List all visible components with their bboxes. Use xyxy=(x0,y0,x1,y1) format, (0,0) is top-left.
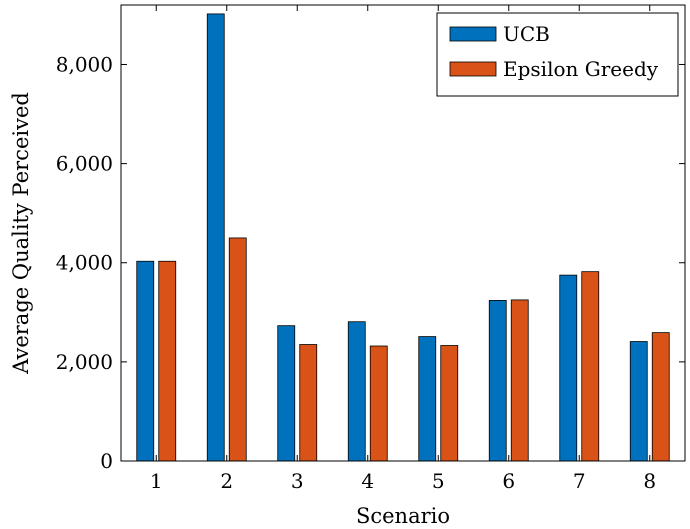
x-tick-label: 1 xyxy=(150,469,163,493)
bar-ucb-4 xyxy=(347,321,366,462)
bar-epsilon-greedy-3 xyxy=(299,344,318,462)
x-tick-label: 5 xyxy=(432,469,445,493)
y-tick-label: 4,000 xyxy=(56,251,113,275)
x-tick-label: 3 xyxy=(291,469,304,493)
x-tick-label: 2 xyxy=(220,469,233,493)
legend-swatch-epsilon-greedy xyxy=(449,61,497,77)
y-tick-labels: 0 2,000 4,000 6,000 8,000 xyxy=(56,52,113,473)
y-tick-label: 6,000 xyxy=(56,152,113,176)
bar-ucb-7 xyxy=(559,274,578,462)
x-axis-title: Scenario xyxy=(356,504,450,528)
bars-group xyxy=(136,13,670,462)
bar-ucb-5 xyxy=(418,336,437,462)
bar-epsilon-greedy-7 xyxy=(581,271,600,462)
bar-ucb-2 xyxy=(206,13,225,462)
bar-epsilon-greedy-1 xyxy=(158,260,177,462)
legend-label-epsilon-greedy: Epsilon Greedy xyxy=(503,57,659,81)
bar-epsilon-greedy-4 xyxy=(369,345,388,462)
x-tick-label: 7 xyxy=(573,469,586,493)
bar-epsilon-greedy-8 xyxy=(651,332,670,462)
x-tick-label: 8 xyxy=(643,469,656,493)
bar-ucb-3 xyxy=(277,325,296,462)
y-tick-label: 8,000 xyxy=(56,52,113,76)
legend-swatch-ucb xyxy=(449,26,497,42)
x-tick-label: 4 xyxy=(361,469,374,493)
bar-epsilon-greedy-2 xyxy=(228,237,247,462)
plot-area-frame xyxy=(120,4,686,462)
legend-label-ucb: UCB xyxy=(503,22,550,46)
x-tick-labels: 1 2 3 4 5 6 7 8 xyxy=(150,469,656,493)
bar-epsilon-greedy-5 xyxy=(440,345,459,462)
bar-epsilon-greedy-6 xyxy=(510,299,529,462)
y-tick-label: 2,000 xyxy=(56,350,113,374)
y-tick-label: 0 xyxy=(100,449,113,473)
legend: UCB Epsilon Greedy xyxy=(436,12,679,97)
y-axis-title: Average Quality Perceived xyxy=(9,92,33,375)
legend-box xyxy=(436,12,679,97)
x-tick-label: 6 xyxy=(502,469,515,493)
bar-ucb-8 xyxy=(629,341,648,462)
bar-ucb-1 xyxy=(136,260,155,462)
bar-ucb-6 xyxy=(488,300,507,462)
